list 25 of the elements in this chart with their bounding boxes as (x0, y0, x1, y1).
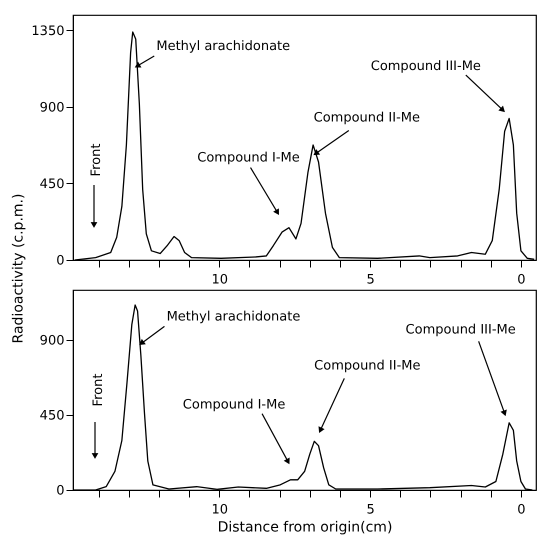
y-tick-label: 0 (56, 254, 64, 268)
annotation: Compound III-Me (406, 322, 516, 338)
annotation: Compound III-Me (370, 59, 481, 74)
y-axis-title: Radioactivity (c.p.m.) (10, 194, 26, 344)
x-tick-label: 5 (366, 272, 375, 288)
y-tick-label: 450 (40, 408, 64, 424)
x-tick-label: 0 (517, 272, 526, 288)
annotation: Front (89, 144, 104, 176)
y-tick-label: 1350 (31, 24, 64, 39)
x-axis-title: Distance from origin(cm) (218, 520, 392, 536)
y-tick-label: 450 (40, 176, 64, 192)
annotation: Compound II-Me (314, 358, 421, 374)
x-tick-label: 10 (212, 272, 228, 288)
x-tick-label: 0 (517, 502, 526, 518)
annotation: Compound II-Me (314, 110, 420, 126)
annotation: Compound I-Me (197, 150, 300, 166)
annotation: Methyl arachidonate (156, 39, 290, 54)
y-tick-label: 900 (40, 100, 64, 116)
y-tick-label: 0 (56, 484, 64, 498)
annotation: Methyl arachidonate (166, 309, 300, 324)
annotation: Compound I-Me (182, 398, 286, 413)
annotation: Front (91, 374, 106, 406)
x-tick-label: 10 (212, 502, 228, 518)
y-tick-label: 900 (40, 334, 64, 348)
x-tick-label: 5 (366, 502, 375, 518)
